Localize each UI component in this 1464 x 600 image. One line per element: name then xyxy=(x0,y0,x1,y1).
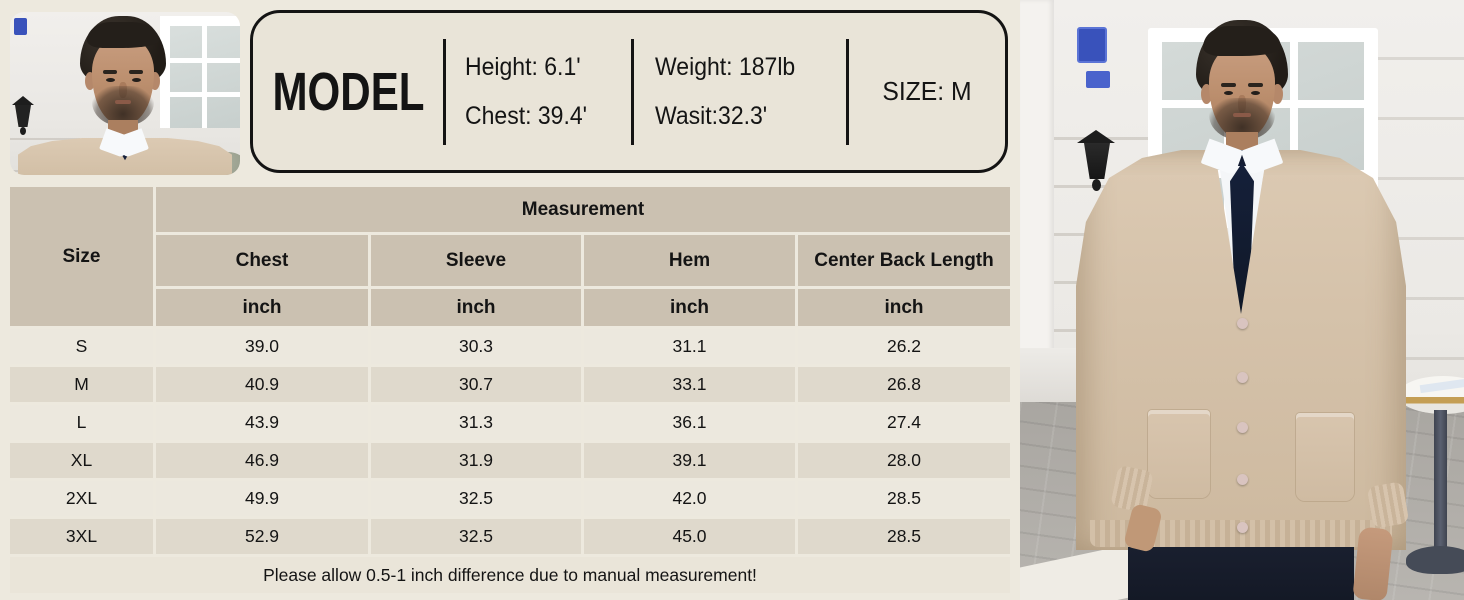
size-cell: XL xyxy=(10,443,153,478)
value-cell: 28.5 xyxy=(798,481,1010,516)
model-info-box: MODEL Height: 6.1' Chest: 39.4' Weight: … xyxy=(250,10,1008,173)
measurement-header: Measurement xyxy=(156,187,1010,232)
model-chest: Chest: 39.4' xyxy=(465,101,588,130)
column-header-cbl: Center Back Length xyxy=(798,235,1010,286)
size-cell: L xyxy=(10,405,153,440)
unit-cell: inch xyxy=(798,289,1010,326)
value-cell: 26.8 xyxy=(798,367,1010,402)
model-photo-large xyxy=(1020,0,1464,600)
divider xyxy=(443,39,446,145)
model-stats-col1: Height: 6.1' Chest: 39.4' xyxy=(443,13,631,170)
divider xyxy=(631,39,634,145)
value-cell: 31.9 xyxy=(371,443,581,478)
model-size: SIZE: M xyxy=(882,76,972,106)
size-chart-table: Size Measurement Chest Sleeve Hem Center… xyxy=(10,187,1010,593)
cardigan-button xyxy=(1237,522,1248,533)
eyebrow xyxy=(1221,83,1236,87)
column-header-hem: Hem xyxy=(584,235,795,286)
column-header-chest: Chest xyxy=(156,235,368,286)
value-cell: 31.3 xyxy=(371,405,581,440)
value-cell: 31.1 xyxy=(584,329,795,364)
eyebrow xyxy=(1248,83,1263,87)
eye xyxy=(132,78,141,82)
unit-cell: inch xyxy=(371,289,581,326)
size-column-header: Size xyxy=(10,187,153,326)
hand xyxy=(1352,526,1394,600)
bistro-table-base xyxy=(1406,546,1464,574)
address-plaque xyxy=(1077,27,1107,63)
hair-fringe xyxy=(87,22,159,48)
value-cell: 30.3 xyxy=(371,329,581,364)
ear xyxy=(1272,84,1283,104)
trousers xyxy=(1128,540,1354,600)
value-cell: 49.9 xyxy=(156,481,368,516)
unit-cell: inch xyxy=(584,289,795,326)
wall-lantern xyxy=(15,105,31,127)
divider xyxy=(846,39,849,145)
size-cell: M xyxy=(10,367,153,402)
model-height: Height: 6.1' xyxy=(465,52,581,81)
value-cell: 26.2 xyxy=(798,329,1010,364)
wall-pilaster xyxy=(1020,0,1054,380)
cardigan-pocket xyxy=(1148,410,1210,498)
value-cell: 45.0 xyxy=(584,519,795,554)
eye xyxy=(1224,91,1233,95)
cardigan-cuff xyxy=(1366,481,1410,529)
value-cell: 39.0 xyxy=(156,329,368,364)
cardigan-button xyxy=(1237,422,1248,433)
eyebrow xyxy=(129,70,143,74)
model-stats-col2: Weight: 187lb Wasit:32.3' xyxy=(631,13,846,170)
wall-lantern-finial xyxy=(20,127,26,135)
size-cell: 2XL xyxy=(10,481,153,516)
value-cell: 28.0 xyxy=(798,443,1010,478)
window-glass xyxy=(170,26,240,128)
size-cell: S xyxy=(10,329,153,364)
column-header-sleeve: Sleeve xyxy=(371,235,581,286)
ear xyxy=(85,72,95,90)
beard xyxy=(92,86,154,126)
measurement-note: Please allow 0.5-1 inch difference due t… xyxy=(10,557,1010,593)
model-photo-thumbnail xyxy=(10,12,240,175)
value-cell: 32.5 xyxy=(371,481,581,516)
value-cell: 32.5 xyxy=(371,519,581,554)
cardigan-button xyxy=(1237,474,1248,485)
model-title-cell: MODEL xyxy=(253,13,443,170)
ear xyxy=(1201,84,1212,104)
cardigan-pocket xyxy=(1296,413,1354,501)
value-cell: 46.9 xyxy=(156,443,368,478)
hair-fringe xyxy=(1203,26,1281,56)
eyebrow xyxy=(103,70,117,74)
value-cell: 39.1 xyxy=(584,443,795,478)
address-plaque xyxy=(1086,71,1110,88)
value-cell: 33.1 xyxy=(584,367,795,402)
value-cell: 28.5 xyxy=(798,519,1010,554)
wall-lantern-cap xyxy=(1077,130,1115,143)
unit-cell: inch xyxy=(156,289,368,326)
value-cell: 40.9 xyxy=(156,367,368,402)
size-cell: 3XL xyxy=(10,519,153,554)
wall-lantern-cap xyxy=(12,96,34,105)
value-cell: 27.4 xyxy=(798,405,1010,440)
model-size-cell: SIZE: M xyxy=(846,13,1008,170)
eye xyxy=(1251,91,1260,95)
wall-window xyxy=(160,16,240,128)
address-plaque xyxy=(14,18,27,35)
value-cell: 36.1 xyxy=(584,405,795,440)
model-weight: Weight: 187lb xyxy=(655,52,796,81)
mouth xyxy=(115,100,131,104)
cardigan-button xyxy=(1237,372,1248,383)
value-cell: 43.9 xyxy=(156,405,368,440)
model-title: MODEL xyxy=(271,61,425,122)
model-waist: Wasit:32.3' xyxy=(655,101,768,130)
bistro-table-leg xyxy=(1434,410,1447,552)
value-cell: 42.0 xyxy=(584,481,795,516)
mouth xyxy=(1233,113,1251,117)
eye xyxy=(106,78,115,82)
cardigan-button xyxy=(1237,318,1248,329)
value-cell: 30.7 xyxy=(371,367,581,402)
value-cell: 52.9 xyxy=(156,519,368,554)
ear xyxy=(150,72,160,90)
wall-lantern-finial xyxy=(1092,179,1101,191)
